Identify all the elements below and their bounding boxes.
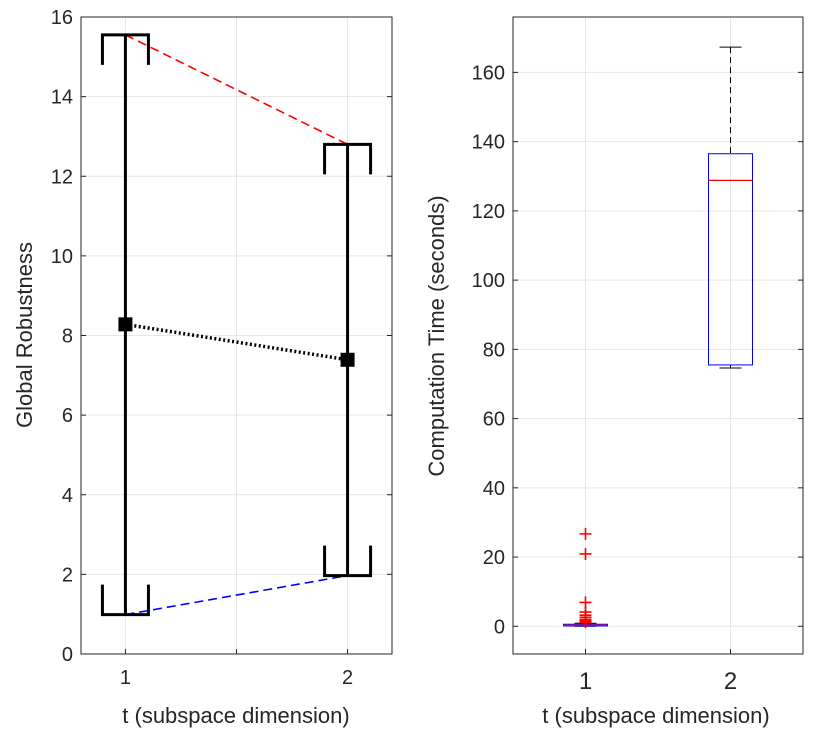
right-x-tick-label: 2 — [724, 668, 737, 695]
left-y-tick-label: 2 — [62, 564, 73, 586]
left-y-tick-label: 0 — [62, 644, 73, 666]
error-bar-cap-top — [323, 142, 373, 175]
right-y-axis-label: Computation Time (seconds) — [424, 195, 449, 476]
right-y-tick-label: 40 — [483, 478, 505, 500]
right-y-tick-label: 160 — [472, 62, 505, 84]
error-bar-cap-top — [100, 33, 150, 65]
right-grid — [513, 17, 803, 654]
right-x-axis-label: t (subspace dimension) — [542, 703, 769, 728]
box-outlier — [579, 527, 592, 540]
left-x-tick-label: 1 — [120, 667, 131, 689]
error-bar-cap-bottom — [100, 584, 150, 617]
right-x-tick-label: 1 — [579, 668, 592, 695]
error-bar-cap-bottom — [323, 545, 373, 578]
left-y-tick-label: 4 — [62, 485, 73, 507]
right-marks — [563, 46, 753, 629]
right-y-tick-label: 20 — [483, 547, 505, 569]
left-y-tick-label: 10 — [51, 246, 73, 268]
right-y-tick-label: 0 — [494, 616, 505, 638]
left-y-tick-label: 16 — [51, 7, 73, 29]
left-marks — [100, 33, 373, 617]
right-ticks: 0 20 40 60 80 100 120 140 160 1 2 — [472, 62, 803, 695]
left-x-tick-label: 2 — [342, 667, 353, 689]
box-outlier — [579, 596, 592, 609]
mean-point — [340, 352, 355, 367]
box-iqr — [708, 153, 753, 366]
computation-time-chart: 0 20 40 60 80 100 120 140 160 1 2 t (subspace dime… — [424, 16, 804, 728]
mean-trend-line — [125, 322, 348, 362]
left-y-tick-label: 14 — [51, 87, 73, 109]
right-y-tick-label: 120 — [472, 201, 505, 223]
right-axes-box — [512, 16, 804, 655]
right-y-tick-label: 140 — [472, 132, 505, 154]
box-outlier — [579, 547, 592, 560]
min-trend-line — [125, 574, 348, 616]
left-y-tick-label: 12 — [51, 166, 73, 188]
right-y-tick-label: 100 — [472, 270, 505, 292]
left-y-tick-label: 8 — [62, 326, 73, 348]
right-plot-area — [513, 17, 803, 654]
right-y-tick-label: 60 — [483, 409, 505, 431]
left-y-axis-label: Global Robustness — [12, 242, 37, 428]
left-y-tick-label: 6 — [62, 405, 73, 427]
right-y-tick-label: 80 — [483, 339, 505, 361]
left-x-axis-label: t (subspace dimension) — [122, 703, 349, 728]
mean-point — [118, 317, 133, 332]
